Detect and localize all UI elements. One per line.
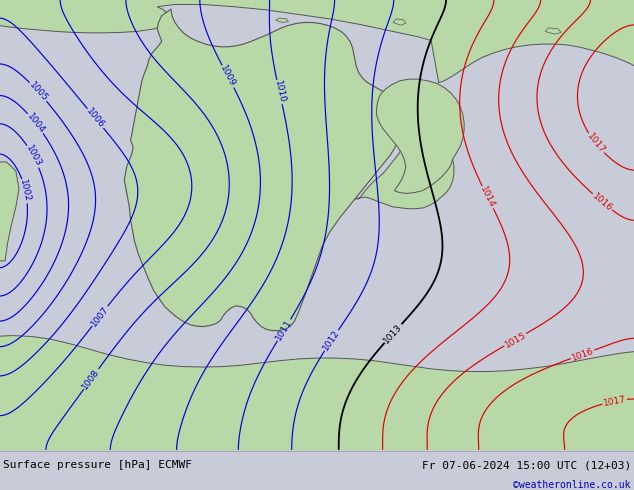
Text: Fr 07-06-2024 15:00 UTC (12+03): Fr 07-06-2024 15:00 UTC (12+03) xyxy=(422,460,631,470)
Text: 1012: 1012 xyxy=(321,328,342,352)
Text: 1014: 1014 xyxy=(479,185,497,210)
Text: 1010: 1010 xyxy=(273,80,287,104)
Text: 1003: 1003 xyxy=(24,144,42,169)
Text: 1013: 1013 xyxy=(382,322,404,345)
Text: 1002: 1002 xyxy=(18,179,32,203)
Text: Surface pressure [hPa] ECMWF: Surface pressure [hPa] ECMWF xyxy=(3,460,192,470)
Polygon shape xyxy=(0,0,634,83)
Text: 1009: 1009 xyxy=(219,64,237,89)
Text: 1006: 1006 xyxy=(84,107,107,130)
Text: 1004: 1004 xyxy=(25,112,46,135)
Polygon shape xyxy=(377,79,464,194)
Text: 1016: 1016 xyxy=(570,346,595,363)
Text: 1016: 1016 xyxy=(590,191,614,213)
Polygon shape xyxy=(393,19,406,25)
Polygon shape xyxy=(0,162,19,261)
Polygon shape xyxy=(355,123,454,209)
Text: 1017: 1017 xyxy=(585,131,607,155)
Text: ©weatheronline.co.uk: ©weatheronline.co.uk xyxy=(514,480,631,490)
Text: 1005: 1005 xyxy=(27,80,49,103)
Text: 1007: 1007 xyxy=(89,304,110,328)
Polygon shape xyxy=(124,9,406,331)
Text: 1015: 1015 xyxy=(503,330,527,349)
Polygon shape xyxy=(545,28,561,34)
Text: 1008: 1008 xyxy=(81,367,101,391)
Text: 1017: 1017 xyxy=(602,394,627,408)
Polygon shape xyxy=(0,336,634,454)
Polygon shape xyxy=(276,18,288,23)
Text: 1011: 1011 xyxy=(275,318,294,342)
